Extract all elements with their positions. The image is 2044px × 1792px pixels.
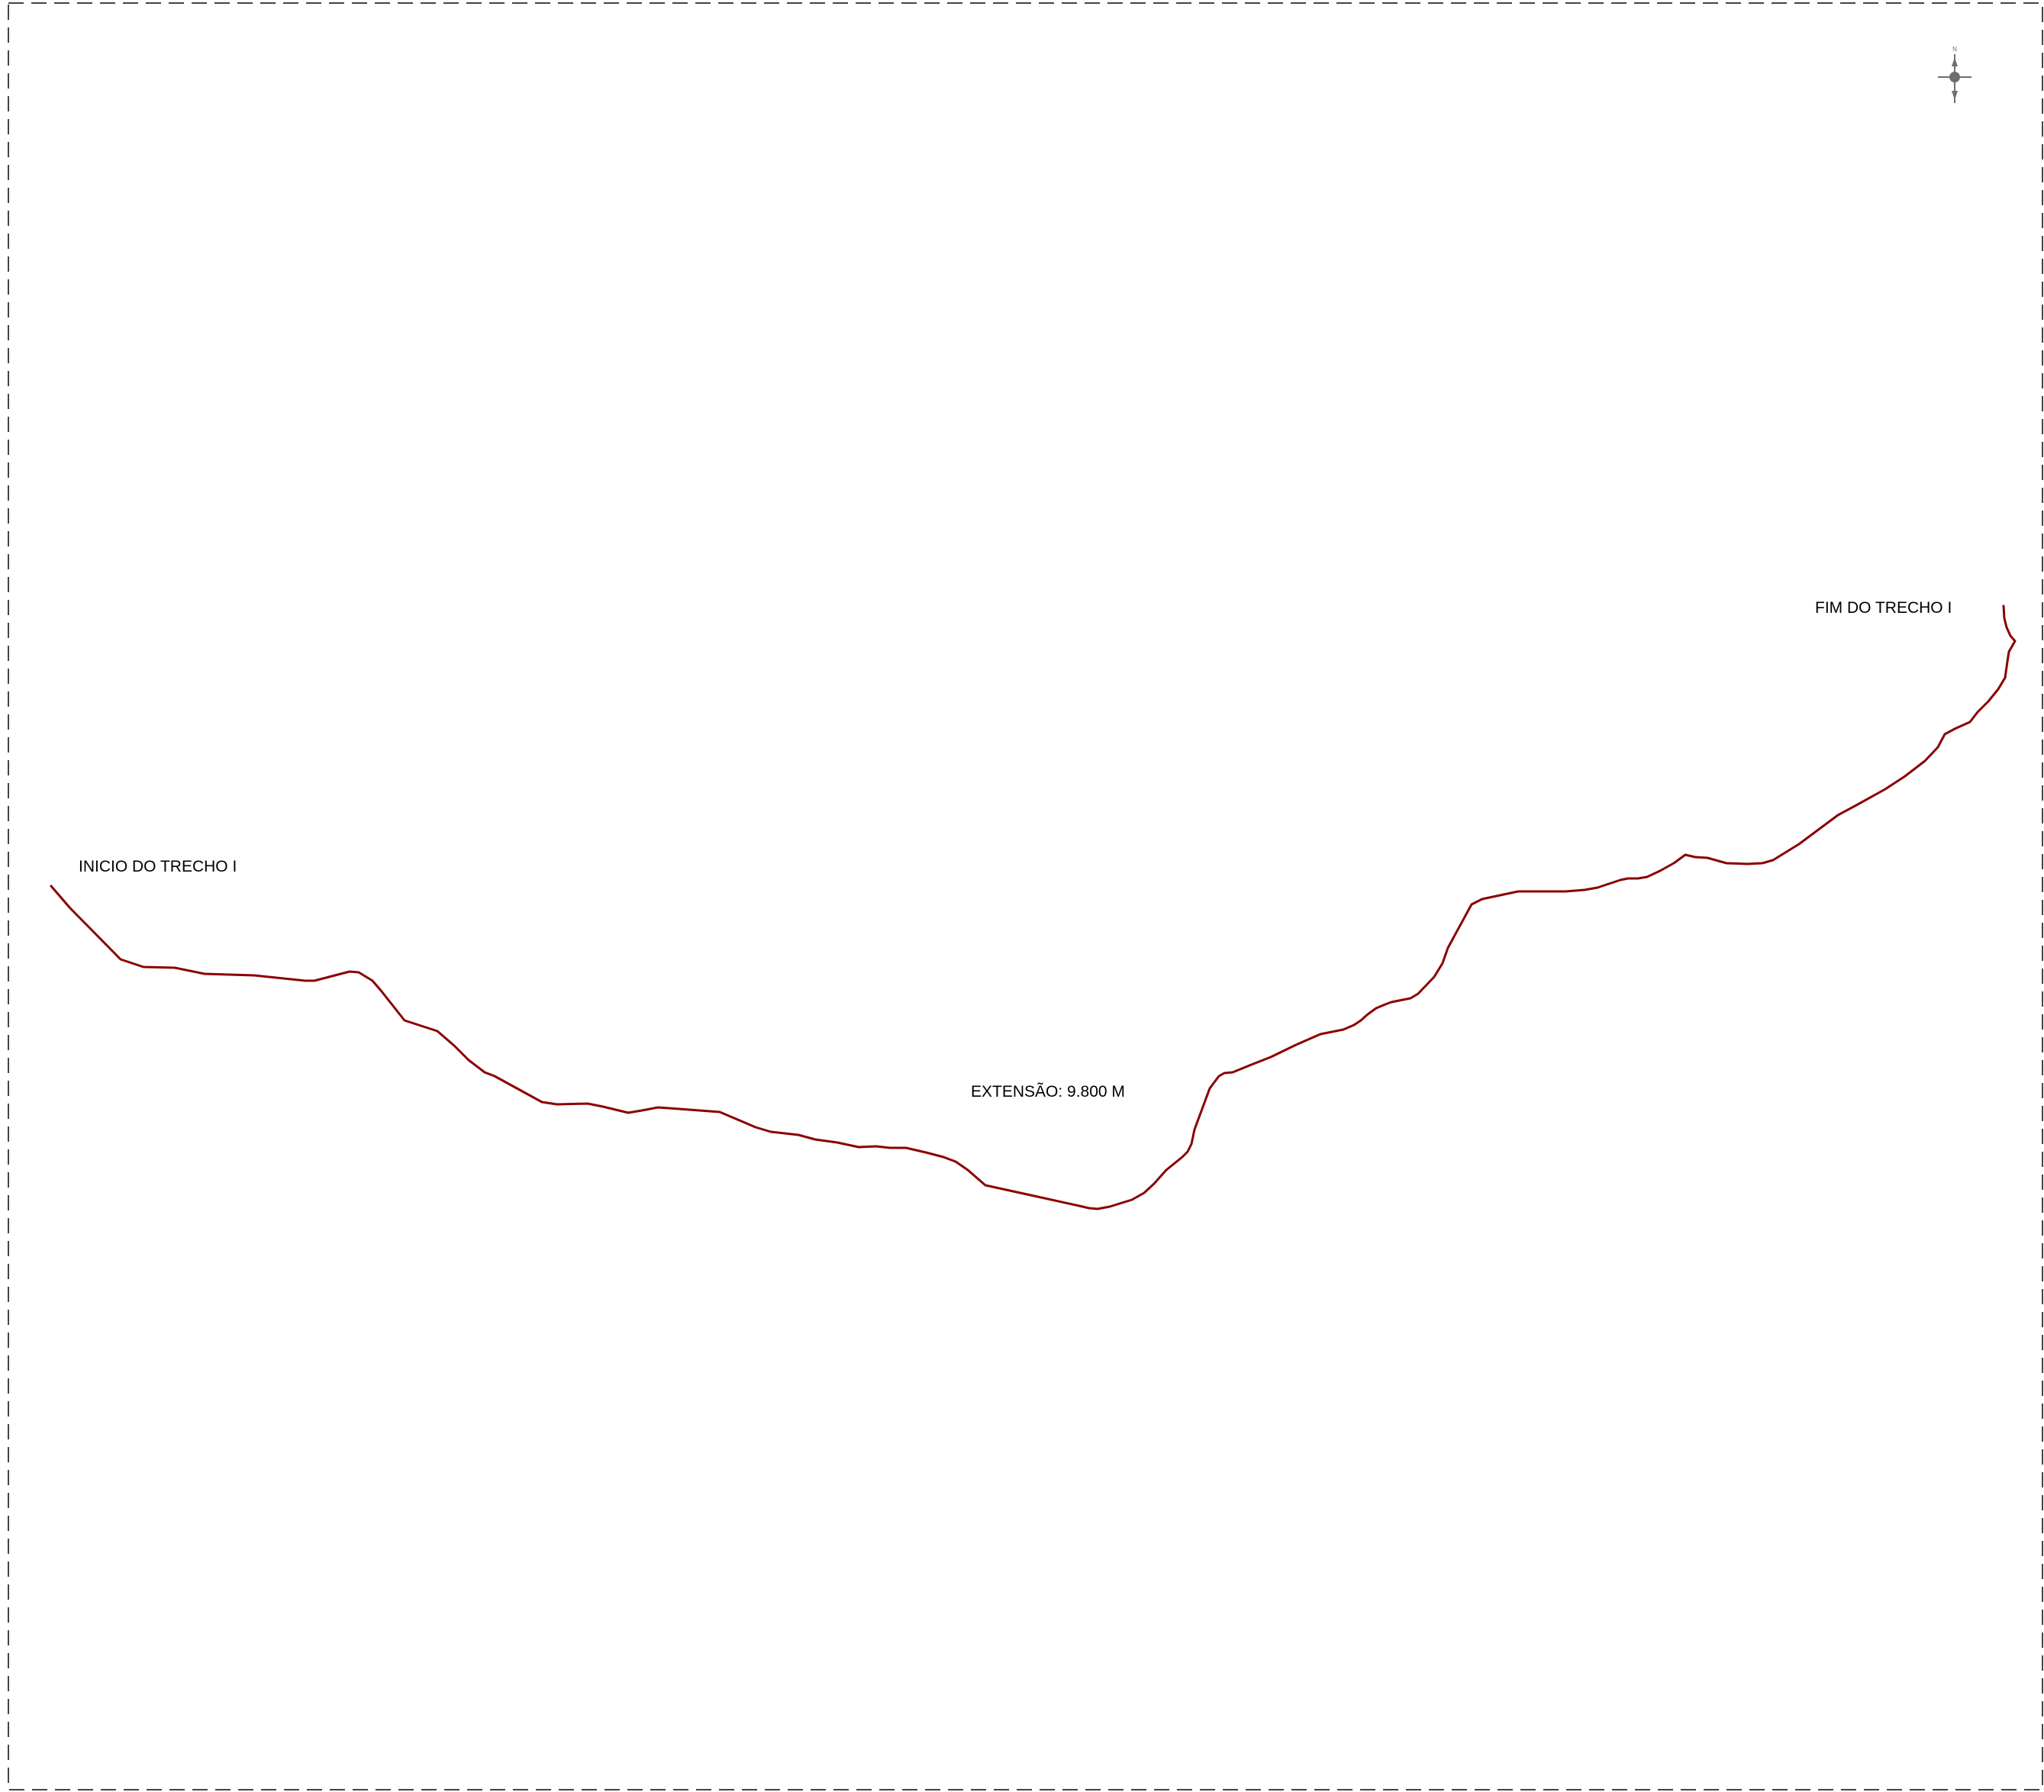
- route-length-label: EXTENSÃO: 9.800 M: [971, 1083, 1125, 1101]
- route-end-label: FIM DO TRECHO I: [1815, 599, 1952, 617]
- compass-north-letter: N: [1952, 46, 1957, 53]
- route-line: [50, 604, 2017, 1210]
- sheet-border: [8, 2, 2043, 1790]
- route-start-label: INICIO DO TRECHO I: [79, 858, 237, 875]
- north-arrow-icon: N: [1938, 46, 1971, 103]
